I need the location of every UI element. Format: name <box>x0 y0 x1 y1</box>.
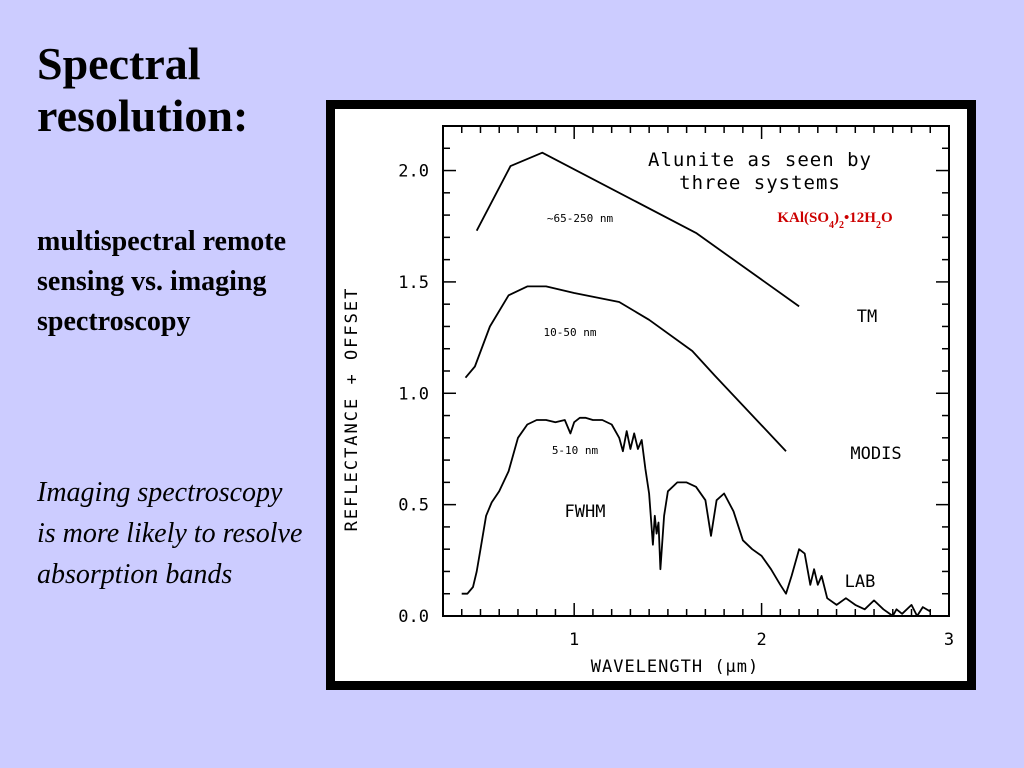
formula-subscript: 4 <box>829 220 834 231</box>
x-tick-label: 3 <box>944 630 954 650</box>
x-tick-label: 2 <box>756 630 766 650</box>
fwhm-label: FWHM <box>565 502 606 522</box>
y-tick-label: 1.5 <box>398 273 429 293</box>
series-lab-label: LAB <box>845 572 876 592</box>
x-tick-label: 1 <box>569 630 579 650</box>
series-modis-fwhm: 10-50 nm <box>544 326 597 339</box>
series-modis-line <box>464 285 787 452</box>
y-tick-label: 1.0 <box>398 384 429 404</box>
formula-part: KAl(SO <box>777 210 829 226</box>
slide-note: Imaging spectroscopy is more likely to r… <box>37 477 303 590</box>
formula-subscript: 2 <box>839 220 844 231</box>
series-tm-fwhm: ~65-250 nm <box>547 212 614 225</box>
y-tick-label: 0.5 <box>398 496 429 516</box>
slide-subtitle: multispectral remote sensing vs. imaging… <box>37 226 287 337</box>
series-layer: TM ~65-250 nm MODIS 10-50 nm LAB 5-10 nm <box>461 151 931 617</box>
y-tick-label: 2.0 <box>398 162 429 182</box>
y-tick-label: 0.0 <box>398 607 429 627</box>
spectra-chart: 0.0 0.5 1.0 1.5 2.0 1 2 3 TM ~65-250 nm MODIS 10-… <box>342 125 954 677</box>
chart-title-line-2: three systems <box>679 172 841 194</box>
x-tick-labels: 1 2 3 <box>569 630 954 650</box>
figure-frame: 0.0 0.5 1.0 1.5 2.0 1 2 3 TM ~65-250 nm MODIS 10-… <box>326 100 976 690</box>
series-modis-label: MODIS <box>850 444 901 464</box>
formula-part: ) <box>834 210 839 226</box>
series-lab-line <box>461 416 931 617</box>
formula-subscript: 2 <box>876 220 881 231</box>
chart-title-line-1: Alunite as seen by <box>648 149 872 171</box>
y-tick-labels: 0.0 0.5 1.0 1.5 2.0 <box>398 162 429 627</box>
axis-ticks <box>443 125 950 617</box>
formula-part: •12H <box>844 210 876 226</box>
figure-panel: 0.0 0.5 1.0 1.5 2.0 1 2 3 TM ~65-250 nm MODIS 10-… <box>335 109 967 681</box>
y-axis-label: REFLECTANCE + OFFSET <box>342 287 362 532</box>
series-tm-line <box>475 151 800 308</box>
plot-area <box>442 125 950 617</box>
x-axis-label: WAVELENGTH (μm) <box>591 657 760 677</box>
series-lab-fwhm: 5-10 nm <box>552 444 599 457</box>
slide-title: Spectral resolution: <box>37 38 249 141</box>
formula-part: O <box>881 210 893 226</box>
series-tm-label: TM <box>857 307 877 327</box>
chemical-formula: KAl(SO4)2•12H2O <box>777 210 892 231</box>
